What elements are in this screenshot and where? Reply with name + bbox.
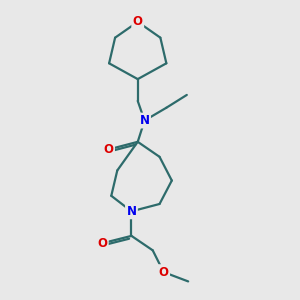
- Text: O: O: [97, 237, 107, 250]
- Text: O: O: [133, 15, 143, 28]
- Text: O: O: [103, 143, 114, 156]
- Text: O: O: [159, 266, 169, 279]
- Text: N: N: [127, 205, 136, 218]
- Text: N: N: [140, 114, 149, 127]
